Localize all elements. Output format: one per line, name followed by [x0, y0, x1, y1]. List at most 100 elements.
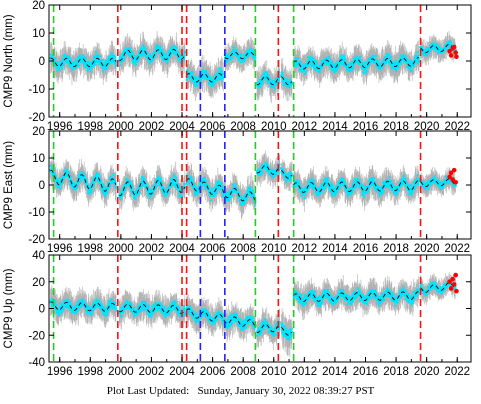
data-point	[378, 62, 381, 65]
data-point	[211, 80, 214, 83]
data-point	[77, 63, 80, 66]
data-point	[148, 62, 151, 65]
data-point	[217, 68, 220, 71]
data-point	[189, 75, 192, 78]
data-point	[216, 75, 219, 78]
data-point	[84, 62, 87, 65]
data-point	[106, 60, 109, 63]
data-point	[147, 55, 150, 58]
data-point	[142, 44, 145, 47]
data-point	[438, 47, 441, 50]
data-point	[402, 58, 405, 61]
data-point	[369, 62, 372, 65]
panel-1: 1996 1998 2000 2002 2004 2006 2008 2010 2012 2014…	[3, 0, 472, 133]
data-point	[160, 54, 163, 57]
data-point	[275, 77, 278, 80]
data-point	[52, 57, 55, 60]
data-point	[107, 62, 110, 65]
data-point	[221, 73, 224, 76]
data-point	[179, 56, 182, 59]
data-point	[435, 44, 438, 47]
data-point	[333, 71, 336, 74]
data-point	[54, 58, 57, 61]
data-point	[75, 182, 78, 185]
data-point	[440, 47, 443, 50]
data-point	[367, 64, 370, 67]
data-point	[449, 40, 452, 43]
y-tick-label: -10	[28, 84, 45, 96]
data-point	[58, 186, 61, 189]
data-point	[257, 81, 260, 84]
data-point	[190, 77, 193, 80]
data-point	[114, 56, 117, 59]
data-point	[175, 46, 178, 49]
data-point	[83, 177, 86, 180]
data-point	[77, 65, 80, 68]
data-point	[362, 72, 365, 75]
data-point	[230, 56, 233, 59]
data-point	[346, 67, 349, 70]
data-point	[351, 60, 354, 63]
data-point	[331, 60, 334, 63]
data-point	[331, 63, 334, 66]
x-tick-label: 2020	[414, 121, 440, 133]
data-point	[149, 53, 152, 56]
data-point	[62, 64, 65, 67]
data-point	[262, 77, 265, 80]
data-point	[436, 46, 439, 49]
data-point	[260, 83, 263, 86]
model-fit-line	[50, 57, 117, 68]
data-point	[355, 58, 358, 61]
data-point	[99, 63, 102, 66]
data-point	[108, 57, 111, 60]
data-point	[69, 176, 72, 179]
data-point	[59, 177, 62, 180]
data-point	[190, 73, 193, 76]
data-point	[301, 70, 304, 73]
data-point	[189, 71, 192, 74]
data-point	[393, 62, 396, 65]
data-point	[265, 77, 268, 80]
data-point	[208, 82, 211, 85]
error-bar-group	[50, 150, 456, 220]
data-point	[133, 62, 136, 65]
data-point	[360, 60, 363, 63]
data-point	[110, 56, 113, 59]
panel-2: 1996 1998 2000 2002 2004 2006 2008 2010 2012 2014…	[3, 126, 472, 255]
data-point	[312, 62, 315, 65]
data-point	[177, 59, 180, 62]
data-point	[395, 68, 398, 71]
data-point	[294, 58, 297, 61]
data-point	[434, 49, 437, 52]
data-point	[410, 60, 413, 63]
model-fit-line	[293, 57, 420, 70]
data-point	[357, 61, 360, 64]
data-point	[169, 55, 172, 58]
data-point	[133, 57, 136, 60]
data-point	[299, 63, 302, 66]
data-point	[301, 68, 304, 71]
data-point	[69, 59, 72, 62]
data-point	[410, 65, 413, 68]
data-point	[72, 188, 75, 191]
data-point	[304, 63, 307, 66]
data-point	[328, 61, 331, 64]
data-point	[331, 69, 334, 72]
data-point	[328, 58, 331, 61]
data-point	[341, 57, 344, 60]
data-point	[79, 179, 82, 182]
data-point	[263, 71, 266, 74]
data-point	[287, 86, 290, 89]
data-point	[276, 82, 279, 85]
data-point	[82, 64, 85, 67]
data-point	[102, 70, 105, 73]
data-point	[439, 52, 442, 55]
data-point	[259, 85, 262, 88]
data-point	[362, 64, 365, 67]
data-point	[61, 61, 64, 64]
data-point	[257, 86, 260, 89]
data-point	[114, 65, 117, 68]
data-point	[314, 66, 317, 69]
data-point	[54, 175, 57, 178]
